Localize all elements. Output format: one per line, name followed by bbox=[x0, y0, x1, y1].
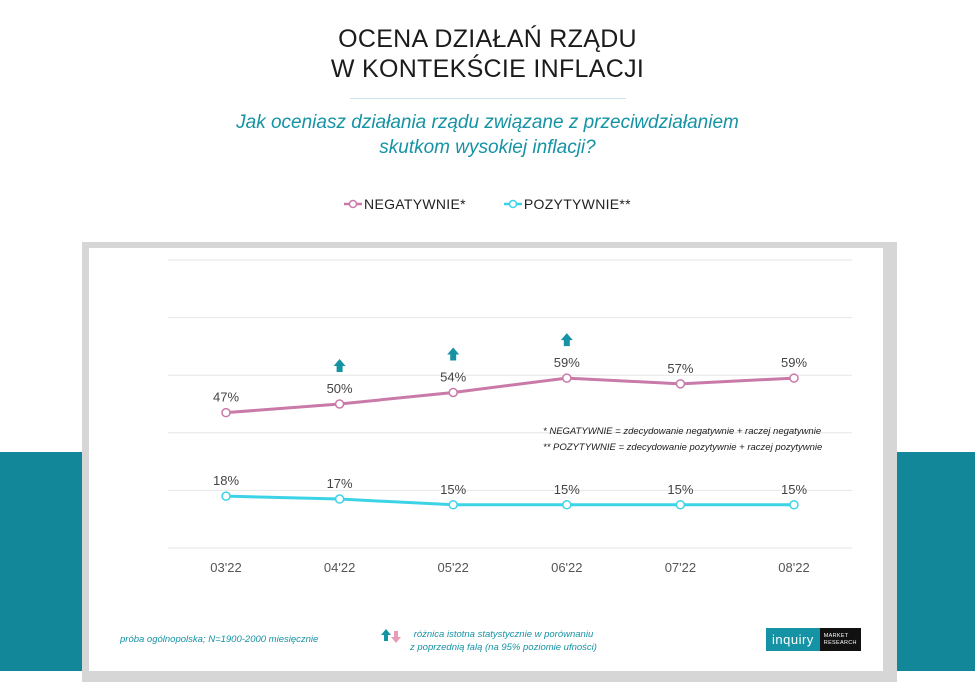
definition-notes: * NEGATYWNIE = zdecydowanie negatywnie +… bbox=[543, 424, 822, 456]
x-tick-label: 08'22 bbox=[778, 560, 809, 575]
significance-up-arrow-icon bbox=[447, 347, 460, 361]
data-point bbox=[221, 407, 231, 418]
logo-sub-line2: RESEARCH bbox=[823, 639, 857, 646]
inquiry-logo: inquiry MARKET RESEARCH bbox=[766, 628, 861, 651]
x-tick-label: 06'22 bbox=[551, 560, 582, 575]
x-tick-label: 05'22 bbox=[437, 560, 468, 575]
data-label: 47% bbox=[213, 390, 239, 405]
data-label: 17% bbox=[327, 476, 353, 491]
x-tick-label: 03'22 bbox=[210, 560, 241, 575]
logo-main-text: inquiry bbox=[766, 628, 820, 651]
legend-marker-positive-icon bbox=[503, 199, 522, 209]
title-divider bbox=[349, 98, 626, 99]
data-label: 15% bbox=[667, 482, 693, 497]
data-label: 59% bbox=[554, 355, 580, 370]
chart-panel bbox=[89, 248, 883, 671]
note-negative: * NEGATYWNIE = zdecydowanie negatywnie +… bbox=[543, 426, 822, 437]
x-tick-label: 04'22 bbox=[324, 560, 355, 575]
subtitle-line2: skutkom wysokiej inflacji? bbox=[379, 137, 596, 158]
page-title-line2: W KONTEKŚCIE INFLACJI bbox=[330, 55, 645, 83]
data-label: 18% bbox=[213, 473, 239, 488]
data-point bbox=[334, 494, 345, 504]
significance-up-arrow-icon bbox=[333, 359, 346, 372]
legend-label-positive: POZYTYWNIE** bbox=[523, 196, 631, 212]
note-positive: ** POZYTYWNIE = zdecydowanie pozytywnie … bbox=[543, 442, 823, 453]
logo-sub-line1: MARKET bbox=[823, 632, 849, 639]
page-title-line1: OCENA DZIAŁAŃ RZĄDU bbox=[338, 25, 637, 53]
data-point bbox=[789, 500, 799, 510]
series-line-positive bbox=[225, 494, 794, 507]
legend-marker-negative-icon bbox=[344, 199, 363, 209]
data-point bbox=[334, 399, 345, 409]
header: OCENA DZIAŁAŃ RZĄDU W KONTEKŚCIE INFLACJ… bbox=[0, 24, 975, 99]
subtitle-line1: Jak oceniasz działania rządu związane z … bbox=[236, 112, 739, 133]
data-label: 54% bbox=[440, 369, 466, 384]
data-point bbox=[675, 379, 686, 389]
legend-label-negative: NEGATYWNIE* bbox=[364, 196, 466, 212]
significance-text: różnica istotna statystycznie w porównan… bbox=[410, 628, 597, 654]
chart-legend: NEGATYWNIE* POZYTYWNIE** bbox=[0, 196, 975, 212]
significance-up-arrow-icon bbox=[560, 333, 573, 347]
series-line-negative bbox=[225, 376, 795, 415]
data-point bbox=[221, 491, 231, 501]
data-label: 59% bbox=[781, 355, 807, 370]
data-point bbox=[562, 500, 572, 510]
data-point bbox=[675, 500, 686, 510]
x-tick-label: 07'22 bbox=[665, 560, 696, 575]
question-subtitle: Jak oceniasz działania rządu związane z … bbox=[0, 110, 975, 160]
legend-item-positive: POZYTYWNIE** bbox=[503, 196, 631, 212]
data-label: 15% bbox=[781, 482, 807, 497]
data-label: 57% bbox=[667, 361, 693, 376]
data-point bbox=[789, 373, 799, 383]
significance-line2: z poprzednią falą (na 95% poziomie ufnoś… bbox=[410, 642, 597, 653]
data-label: 15% bbox=[440, 482, 466, 497]
data-point bbox=[448, 500, 458, 510]
data-point bbox=[562, 373, 572, 383]
significance-line1: różnica istotna statystycznie w porównan… bbox=[413, 629, 594, 640]
data-label: 50% bbox=[327, 381, 353, 396]
data-point bbox=[448, 387, 458, 398]
up-down-arrows-icon bbox=[381, 629, 401, 643]
legend-item-negative: NEGATYWNIE* bbox=[344, 196, 466, 212]
significance-legend: różnica istotna statystycznie w porównan… bbox=[380, 628, 597, 654]
data-label: 15% bbox=[554, 482, 580, 497]
logo-sub-text: MARKET RESEARCH bbox=[819, 628, 861, 651]
sample-description: próba ogólnopolska; N=1900-2000 miesięcz… bbox=[120, 634, 319, 645]
